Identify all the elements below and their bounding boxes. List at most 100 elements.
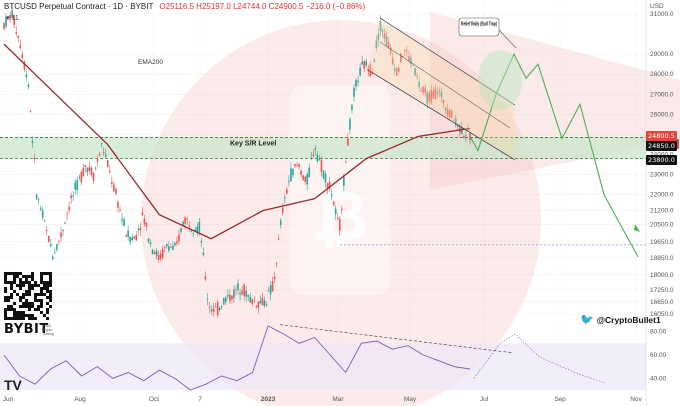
candle-body [13,16,15,25]
channel-fill [368,18,515,160]
qr-module [22,281,25,284]
candle-body [314,148,317,150]
qr-module [4,275,7,278]
candle-body [151,249,154,254]
candle-body [31,141,34,144]
candle-body [290,168,292,182]
qr-module [10,272,13,275]
price-box: 23800.0 [646,155,677,166]
qr-module [28,281,31,284]
qr-module [46,284,49,287]
qr-module [10,284,13,287]
qr-module [31,305,34,308]
qr-module [28,290,31,293]
y-tick-label: 16050.0 [650,311,674,318]
candle-body [180,228,182,232]
candle-body [184,217,186,224]
qr-code [4,272,52,320]
qr-code-icon [4,272,52,320]
candle-body [363,61,365,69]
candle-body [257,301,260,308]
qr-module [31,284,34,287]
candle-body [454,117,457,125]
channel-lower [367,69,516,161]
candle-body [210,309,213,312]
candle-body [143,218,146,225]
candle-body [357,80,359,82]
candle-body [161,248,164,258]
candle-body [163,246,166,248]
x-tick-label: May [404,396,417,403]
qr-module [46,311,49,314]
qr-module [16,293,19,296]
indicator-count[interactable]: ▾ 11 [6,15,19,22]
y-tick-label: 20500.0 [650,222,674,229]
qr-module [40,272,43,275]
candle-body [253,300,256,302]
candle-body [440,92,443,97]
qr-module [46,317,49,320]
x-tick-label: 7 [198,396,202,403]
candle-body [17,35,20,38]
candle-body [361,61,363,65]
candle-body [241,290,243,295]
candle-body [176,241,178,244]
qr-module [40,302,43,305]
rsi-tick-label: 60.00 [650,352,667,359]
candle-body [338,218,341,231]
candle-body [469,132,471,141]
qr-module [49,281,52,284]
candle-body [412,64,414,66]
candle-body [139,227,142,231]
callout-text: Relief Rally (Bull Trap) [461,22,497,28]
qr-module [10,287,13,290]
qr-module [13,317,16,320]
y-tick-label: 27000.0 [650,91,674,98]
candle-body [137,228,140,230]
qr-module [4,272,7,275]
price-box: 24800.5 [646,131,677,142]
candle-body [275,263,278,265]
channel-upper [379,17,516,106]
candle-body [145,222,148,227]
candle-body [94,168,97,170]
qr-module [28,293,31,296]
candle-body [347,138,349,146]
candle-body [200,240,203,243]
x-tick-label: Oct [149,396,159,403]
qr-module [43,314,46,317]
candle-body [324,173,327,183]
rsi-tick-label: 40.00 [650,375,667,382]
callout-box [458,17,500,37]
bybit-logo: BYBIT [4,322,49,337]
qr-module [7,317,10,320]
qr-module [43,287,46,290]
qr-module [31,272,34,275]
candle-body [312,154,315,156]
channel-mid [379,41,511,129]
candle-body [402,55,404,57]
candle-body [416,75,418,77]
candle-body [165,243,168,247]
qr-module [25,302,28,305]
candle-body [119,209,121,211]
candle-body [379,20,382,31]
candle-body [64,223,66,225]
candle-body [326,183,329,189]
qr-module [25,275,28,278]
qr-module [40,278,43,281]
candle-body [355,79,357,87]
qr-module [19,314,22,317]
candle-body [52,256,54,260]
qr-module [4,287,7,290]
candle-body [271,281,274,292]
candle-body [373,59,376,63]
qr-module [37,305,40,308]
ema200-line [3,43,471,240]
candle-body [159,253,162,259]
candle-body [461,127,463,134]
y-tick-label: 19650.0 [650,239,674,246]
qr-module [49,275,52,278]
qr-module [13,308,16,311]
candle-body [204,276,207,280]
